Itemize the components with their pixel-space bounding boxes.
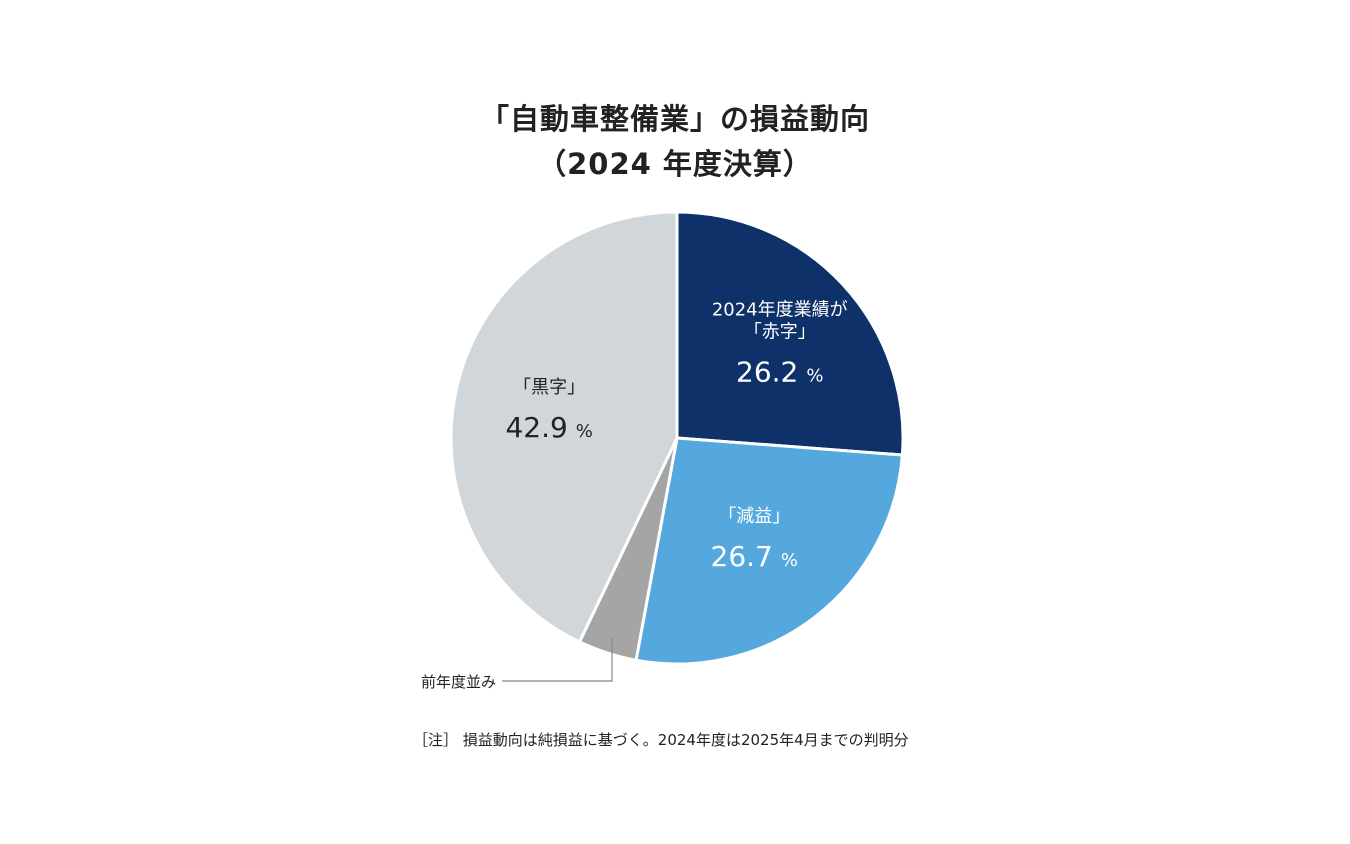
slice-label-0-line-0: 2024年度業績が: [712, 300, 848, 321]
chart-title: 「自動車整備業」の損益動向: [479, 102, 870, 136]
chart-note: ［注］ 損益動向は純損益に基づく。2024年度は2025年4月までの判明分: [413, 731, 909, 749]
slice-label-1-line-0: 「減益」: [718, 506, 790, 527]
pie-slice-0: [675, 210, 905, 457]
slice-label-3-line-0: 「黒字」: [513, 377, 585, 398]
pie-slice-1: [634, 436, 904, 666]
leader-line: [502, 637, 613, 682]
slice-label-2: 前年度並み: [421, 673, 496, 691]
chart-subtitle: （2024 年度決算）: [537, 147, 813, 181]
slice-label-0-line-1: 「赤字」: [744, 322, 816, 343]
slice-value-3: 42.9%: [505, 411, 592, 444]
slice-value-1: 26.7%: [711, 540, 798, 573]
pie-slice-3: [449, 210, 679, 644]
